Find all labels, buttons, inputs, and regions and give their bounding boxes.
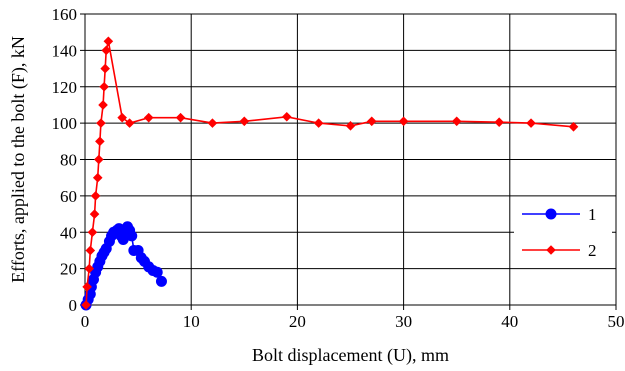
series-2-point <box>313 118 324 128</box>
series-2-point <box>101 45 112 56</box>
series-2-point <box>143 112 154 123</box>
y-tick-label: 60 <box>60 187 77 206</box>
series-1-point <box>126 230 138 242</box>
legend: 12 <box>514 198 612 268</box>
series-2-point <box>451 116 462 127</box>
y-axis-ticks: 0 20 40 60 80 100 120 140 160 <box>52 5 85 315</box>
y-tick-label: 80 <box>60 151 77 170</box>
x-tick-label: 30 <box>395 312 412 331</box>
legend-label: 1 <box>588 205 597 224</box>
series-2-point <box>92 172 103 183</box>
series-2-point <box>239 116 250 127</box>
series-2-point <box>84 263 95 274</box>
series-2-point <box>546 245 556 255</box>
series-2-point <box>345 121 356 131</box>
series-2-line <box>85 41 574 306</box>
legend-item-2: 2 <box>522 241 597 260</box>
y-tick-label: 0 <box>69 296 78 315</box>
series-2-point <box>366 116 377 127</box>
legend-label: 2 <box>588 241 597 260</box>
series-2-point <box>87 227 98 238</box>
series-2-point <box>117 112 127 123</box>
x-tick-label: 0 <box>81 312 90 331</box>
series-2-point <box>82 282 92 292</box>
series-2-point <box>398 116 409 127</box>
series-2-point <box>98 100 108 110</box>
x-tick-label: 20 <box>289 312 306 331</box>
series-1-point <box>151 266 163 278</box>
x-tick-label: 10 <box>183 312 200 331</box>
series-group <box>80 36 579 311</box>
y-tick-label: 100 <box>52 114 78 133</box>
series-2-point <box>85 245 96 256</box>
series-2-point <box>96 118 106 128</box>
series-2-point <box>89 209 100 219</box>
series-2-point <box>526 118 536 128</box>
series-2-point <box>95 136 105 147</box>
y-tick-label: 140 <box>52 41 78 60</box>
series-2-point <box>207 118 218 128</box>
series-2-point <box>568 121 579 132</box>
y-axis-label: Efforts, applied to the bolt (F), kN <box>8 36 29 283</box>
legend-item-1: 1 <box>522 205 597 224</box>
series-2-point <box>103 36 114 47</box>
series-2-point <box>175 112 186 123</box>
x-axis-label: Bolt displacement (U), mm <box>252 345 449 366</box>
y-tick-label: 120 <box>52 78 78 97</box>
series-2-point <box>90 191 101 201</box>
series-2-point <box>100 63 110 74</box>
series-2-point <box>281 111 292 122</box>
series-2-point <box>124 118 135 128</box>
series-1-point <box>545 208 557 220</box>
y-tick-label: 160 <box>52 5 78 24</box>
series-1-point <box>155 275 167 287</box>
y-tick-label: 40 <box>60 223 77 242</box>
x-tick-label: 40 <box>501 312 518 331</box>
series-2-point <box>99 81 109 92</box>
y-tick-label: 20 <box>60 260 77 279</box>
series-2-point <box>494 117 504 128</box>
series-2-point <box>94 154 104 165</box>
x-axis-ticks: 0 10 20 30 40 50 <box>81 305 625 331</box>
legend-box <box>514 198 612 268</box>
x-tick-label: 50 <box>608 312 625 331</box>
series-2 <box>81 36 579 310</box>
series-2-point <box>81 300 91 310</box>
